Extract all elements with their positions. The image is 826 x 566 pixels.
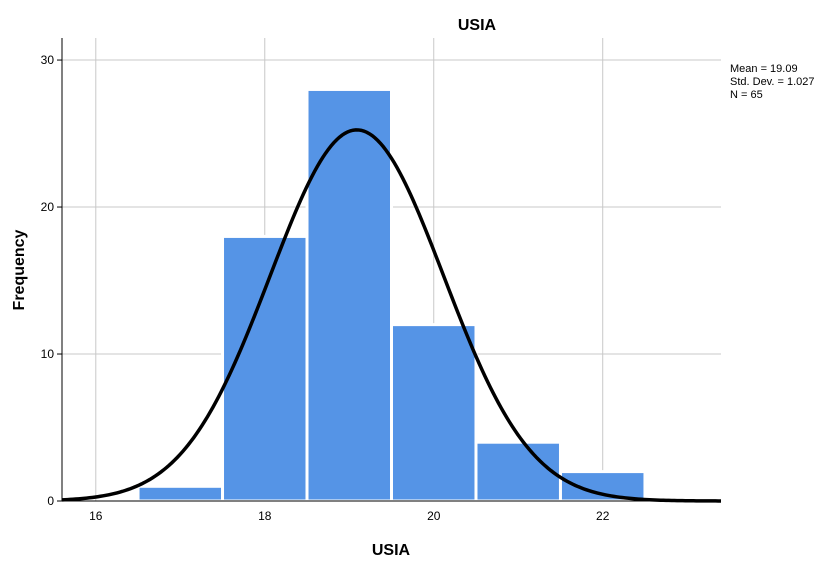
x-tick-label: 20 bbox=[427, 509, 441, 523]
histogram-bar bbox=[390, 323, 478, 503]
histogram-bar bbox=[474, 440, 562, 503]
y-tick-label: 10 bbox=[41, 347, 55, 361]
x-tick-label: 16 bbox=[89, 509, 103, 523]
normal-curve bbox=[61, 128, 721, 503]
histogram-bar bbox=[136, 484, 225, 503]
x-tick-label: 18 bbox=[258, 509, 272, 523]
histogram-bars bbox=[136, 87, 647, 503]
y-axis-title: Frequency bbox=[11, 229, 28, 310]
axes bbox=[57, 38, 721, 502]
stats-box: Mean = 19.09 Std. Dev. = 1.027 N = 65 bbox=[730, 63, 815, 101]
stats-n: N = 65 bbox=[730, 89, 763, 101]
stats-mean: Mean = 19.09 bbox=[730, 63, 798, 75]
y-tick-label: 0 bbox=[47, 494, 54, 508]
histogram-bar bbox=[221, 234, 309, 503]
stats-std-dev: Std. Dev. = 1.027 bbox=[730, 76, 815, 88]
y-tick-label: 20 bbox=[41, 200, 55, 214]
x-tick-label: 22 bbox=[596, 509, 610, 523]
chart-title: USIA bbox=[458, 17, 497, 34]
histogram-bar bbox=[305, 87, 393, 503]
y-tick-label: 30 bbox=[41, 53, 55, 67]
x-axis-title: USIA bbox=[372, 542, 411, 559]
tick-labels: 16 18 20 22 0 10 20 30 bbox=[41, 53, 610, 523]
